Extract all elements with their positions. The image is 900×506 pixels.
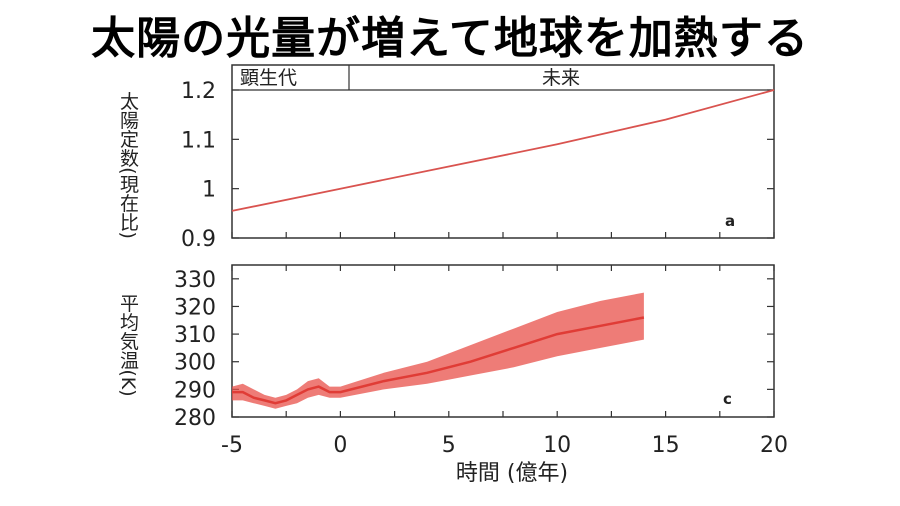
panel-c-ytick-label: 290 [174, 378, 216, 403]
panel-a-ylabel: 太陽定数(現在比) [117, 91, 139, 239]
x-tick-label: 5 [442, 433, 456, 458]
x-tick-label: 10 [543, 433, 571, 458]
panel-c-label: c [723, 390, 732, 408]
era-label-future: 未来 [542, 67, 580, 89]
temperature-mid-line [232, 316, 645, 405]
panel-c-ylabel: 平均気温(K) [117, 293, 139, 396]
panel-a-ytick-label: 1 [202, 178, 216, 203]
x-tick-label: 20 [760, 433, 788, 458]
era-label-phanerozoic: 顕生代 [240, 67, 297, 89]
x-tick-label: 15 [652, 433, 680, 458]
temperature-band [232, 292, 644, 409]
page-title: 太陽の光量が増えて地球を加熱する [91, 13, 809, 64]
panel-a-ytick-label: 0.9 [181, 227, 216, 252]
x-axis-label: 時間 (億年) [456, 461, 568, 486]
x-tick-label: 0 [333, 433, 347, 458]
panel-c-ytick-label: 330 [174, 268, 216, 293]
panel-c-ytick-label: 310 [174, 323, 216, 348]
panel-a-label: a [725, 212, 735, 230]
panel-c-ytick-label: 300 [174, 351, 216, 376]
panel-a-ytick-label: 1.2 [181, 79, 216, 104]
panel-c-ytick-label: 320 [174, 295, 216, 320]
solar-constant-line [231, 89, 775, 212]
panel-a-ytick-label: 1.1 [181, 128, 216, 153]
panel-c-ytick-label: 280 [174, 406, 216, 431]
x-tick-label: -5 [221, 433, 243, 458]
panel-a-frame [231, 64, 775, 239]
